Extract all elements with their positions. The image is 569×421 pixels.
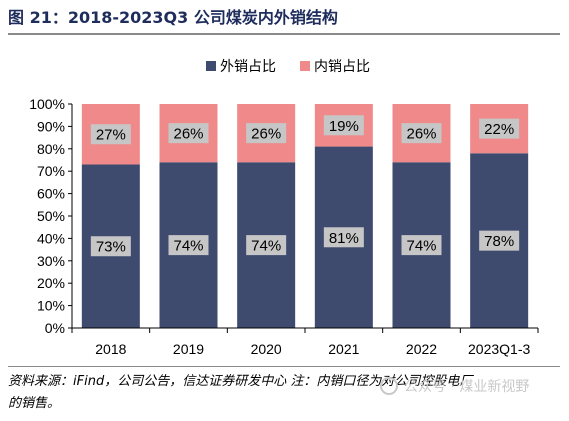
bar-series: 73% 27% 74% 26% 74% 26% 81% 19% 74% 26% 78% 22% xyxy=(81,104,529,328)
x-tick-label: 2018 xyxy=(95,341,126,357)
data-label-bg xyxy=(323,115,364,136)
y-axis: 0% 10% 20% 30% 40% 50% 60% 70% 80% 90% 100% xyxy=(29,96,73,336)
data-label-bg xyxy=(246,235,287,256)
data-label: 22% xyxy=(484,121,514,138)
data-label-bg xyxy=(168,123,209,144)
y-tick-label: 60% xyxy=(37,186,65,202)
watermark-text: 公众号 · 煤业新视野 xyxy=(404,379,530,395)
y-tick-label: 100% xyxy=(29,96,65,112)
data-label-bg xyxy=(168,235,209,256)
y-tick-label: 70% xyxy=(37,163,65,179)
legend-label-1: 内销占比 xyxy=(314,58,370,74)
watermark: 公众号 · 煤业新视野 xyxy=(380,376,529,396)
data-label-bg xyxy=(401,123,442,144)
x-tick-label: 2019 xyxy=(173,341,204,357)
data-label: 74% xyxy=(173,238,203,255)
y-tick-label: 90% xyxy=(37,118,65,134)
data-label-bg xyxy=(479,230,520,251)
y-tick-label: 10% xyxy=(37,298,65,314)
data-label-bg xyxy=(401,235,442,256)
data-label-bg xyxy=(323,227,364,248)
x-tick-label: 2023Q1-3 xyxy=(468,341,530,357)
source-note: 资料来源：iFind，公司公告，信达证券研发中心 注：内销口径为对公司控股电厂的… xyxy=(8,374,473,411)
wechat-icon xyxy=(380,377,398,395)
data-label: 73% xyxy=(96,239,126,256)
x-axis: 2018 2019 2020 2021 2022 2023Q1-3 xyxy=(71,327,539,357)
data-label: 19% xyxy=(329,118,359,135)
data-label-bg xyxy=(246,123,287,144)
y-tick-label: 50% xyxy=(37,208,65,224)
y-tick-label: 40% xyxy=(37,230,65,246)
y-tick-label: 30% xyxy=(37,253,65,269)
legend-label-0: 外销占比 xyxy=(220,58,276,74)
data-label: 26% xyxy=(406,126,436,143)
legend-swatch-1 xyxy=(300,61,310,71)
stacked-bar-chart: 外销占比 内销占比 0% 10% 20% 30% 40% 50% 60% 70% 80% 90% 10… xyxy=(29,58,539,357)
x-tick-label: 2021 xyxy=(328,341,359,357)
data-label: 26% xyxy=(173,126,203,143)
y-tick-label: 0% xyxy=(45,320,65,336)
chart-legend: 外销占比 内销占比 xyxy=(206,58,370,74)
x-tick-label: 2020 xyxy=(251,341,282,357)
data-label-bg xyxy=(90,124,131,145)
data-label: 27% xyxy=(96,127,126,144)
title-divider xyxy=(8,33,560,35)
source-divider xyxy=(8,366,560,367)
chart-title: 图 21：2018-2023Q3 公司煤炭内外销结构 xyxy=(8,8,338,27)
x-tick-label: 2022 xyxy=(406,341,437,357)
data-label: 74% xyxy=(251,238,281,255)
legend-swatch-0 xyxy=(206,61,216,71)
data-label: 78% xyxy=(484,233,514,250)
y-tick-label: 80% xyxy=(37,141,65,157)
data-label: 81% xyxy=(329,230,359,247)
y-tick-label: 20% xyxy=(37,275,65,291)
data-label: 74% xyxy=(406,238,436,255)
data-label-bg xyxy=(479,118,520,139)
data-label: 26% xyxy=(251,126,281,143)
data-label-bg xyxy=(90,236,131,257)
